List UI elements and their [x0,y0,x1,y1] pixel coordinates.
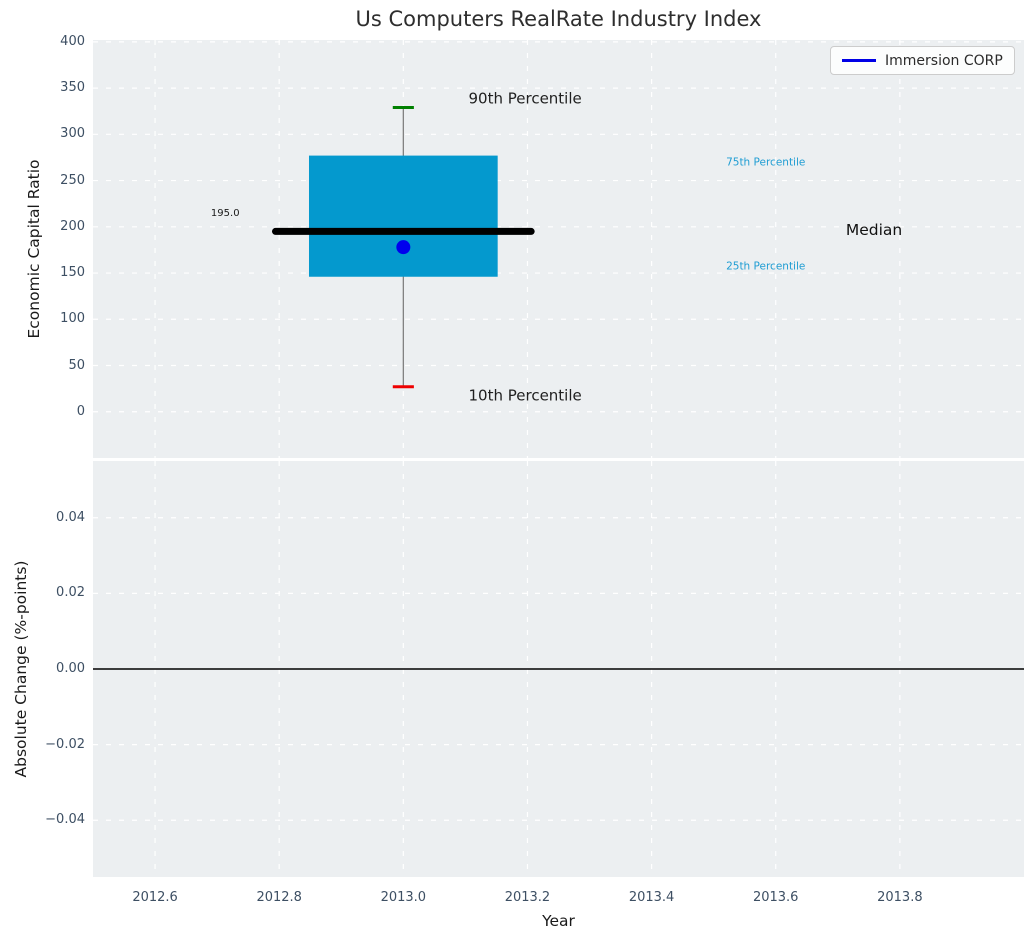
legend-label: Immersion CORP [885,52,1003,69]
y-tick-label-bottom: 0.04 [56,509,85,525]
annotation-p75-label: 75th Percentile [726,156,806,169]
y-tick-label-top: 100 [60,311,85,327]
y-axis-label-bottom: Absolute Change (%-points) [12,560,30,778]
company-point [396,240,411,255]
y-tick-label-bottom: 0.02 [56,585,85,601]
legend-line-sample [842,59,876,62]
y-tick-label-top: 300 [60,126,85,142]
x-tick-label: 2013.6 [752,890,799,905]
y-tick-label-top: 50 [68,357,85,373]
iqr-box [308,155,498,277]
annotation-p10-label: 10th Percentile [468,386,582,405]
y-tick-label-top: 150 [60,265,85,281]
y-tick-label-bottom: 0.00 [56,661,85,676]
y-tick-label-bottom: −0.04 [45,812,85,828]
x-tick-label: 2013.8 [877,890,923,905]
annotation-median-label: Median [845,220,903,239]
chart-title: Us Computers RealRate Industry Index [355,7,762,31]
x-tick-label: 2013.2 [504,890,551,905]
x-tick-label: 2012.8 [256,890,302,905]
y-tick-label-top: 400 [60,33,85,49]
plot-area-top [93,40,1024,458]
y-tick-label-top: 250 [60,172,85,188]
annotation-p25-label: 25th Percentile [726,261,806,274]
y-axis-label-top: Economic Capital Ratio [25,159,43,339]
x-axis-label: Year [542,912,575,930]
x-tick-label: 2013.4 [628,890,675,905]
y-tick-label-bottom: −0.02 [45,736,85,752]
annotation-p90-label: 90th Percentile [468,89,582,108]
y-tick-label-top: 350 [60,80,85,96]
y-tick-label-top: 200 [60,218,85,234]
x-tick-label: 2013.0 [380,890,427,905]
y-tick-label-top: 0 [76,403,85,419]
annotation-median-value: 195.0 [210,207,240,219]
legend: Immersion CORP [830,46,1015,75]
x-tick-label: 2012.6 [132,890,178,905]
